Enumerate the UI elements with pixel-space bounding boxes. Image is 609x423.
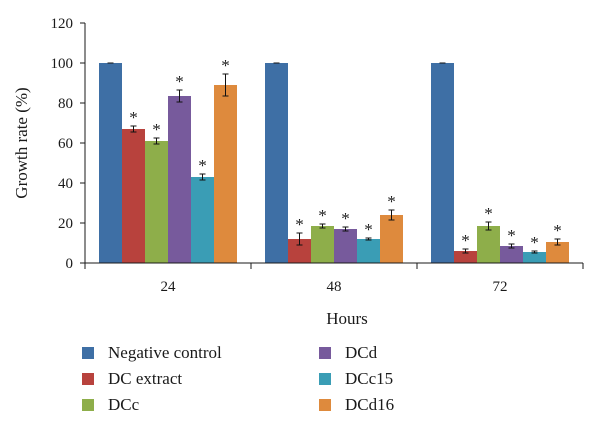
bar [265, 63, 288, 263]
significance-star: * [129, 108, 138, 127]
significance-star: * [507, 226, 516, 245]
legend-item: DCd [319, 343, 378, 362]
legend-item: DCd16 [319, 395, 394, 414]
y-tick-label: 0 [66, 256, 74, 272]
y-tick-label: 80 [58, 96, 73, 112]
bar [122, 129, 145, 263]
significance-star: * [484, 204, 493, 223]
y-tick-label: 100 [51, 56, 74, 72]
legend-label: Negative control [108, 343, 222, 362]
y-axis-label: Growth rate (%) [12, 87, 31, 198]
significance-star: * [341, 209, 350, 228]
legend-swatch [319, 373, 331, 385]
bar [99, 63, 122, 263]
axes [84, 23, 583, 264]
legend-item: DCc15 [319, 369, 393, 388]
bar [191, 177, 214, 263]
significance-star: * [530, 233, 539, 252]
significance-star: * [318, 206, 327, 225]
bar-group-48: * * * * * [265, 62, 403, 263]
significance-star: * [175, 72, 184, 91]
legend-label: DCc15 [345, 369, 393, 388]
legend-swatch [319, 399, 331, 411]
bar [380, 215, 403, 263]
bar [357, 239, 380, 263]
legend-item: DCc [82, 395, 140, 414]
y-tick-label: 60 [58, 136, 73, 152]
significance-star: * [461, 231, 470, 250]
y-tick-label: 20 [58, 216, 73, 232]
x-tick-label: 24 [161, 279, 177, 295]
significance-star: * [553, 221, 562, 240]
bar [546, 242, 569, 263]
legend: Negative control DC extract DCc DCd DCc15 DCd… [82, 343, 394, 414]
legend-label: DCc [108, 395, 140, 414]
legend-label: DCd16 [345, 395, 394, 414]
significance-star: * [364, 220, 373, 239]
legend-item: Negative control [82, 343, 222, 362]
significance-star: * [198, 156, 207, 175]
legend-swatch [82, 347, 94, 359]
bar [500, 246, 523, 263]
x-tick-label: 72 [493, 279, 508, 295]
legend-label: DC extract [108, 369, 182, 388]
bar [311, 226, 334, 263]
bar [431, 63, 454, 263]
y-tick-label: 120 [51, 16, 74, 32]
legend-swatch [82, 399, 94, 411]
significance-star: * [295, 215, 304, 234]
legend-swatch [319, 347, 331, 359]
x-axis-ticks: 24 48 72 [84, 263, 584, 295]
bar [523, 252, 546, 263]
significance-star: * [387, 192, 396, 211]
bar [477, 226, 500, 263]
bar-groups: * * * * * * * * * * * * * * * [99, 56, 569, 263]
y-tick-label: 40 [58, 176, 73, 192]
bar [454, 251, 477, 263]
bar [334, 229, 357, 263]
significance-star: * [221, 56, 230, 75]
bar [288, 239, 311, 263]
bar [168, 96, 191, 263]
y-axis-ticks: 0 20 40 60 80 100 120 [51, 16, 85, 272]
legend-swatch [82, 373, 94, 385]
bar-group-24: * * * * * [99, 56, 237, 263]
legend-label: DCd [345, 343, 378, 362]
bar-group-72: * * * * * [431, 62, 569, 263]
legend-item: DC extract [82, 369, 182, 388]
significance-star: * [152, 120, 161, 139]
bar [145, 141, 168, 263]
x-axis-label: Hours [326, 309, 368, 328]
bar [214, 85, 237, 263]
x-tick-label: 48 [327, 279, 342, 295]
